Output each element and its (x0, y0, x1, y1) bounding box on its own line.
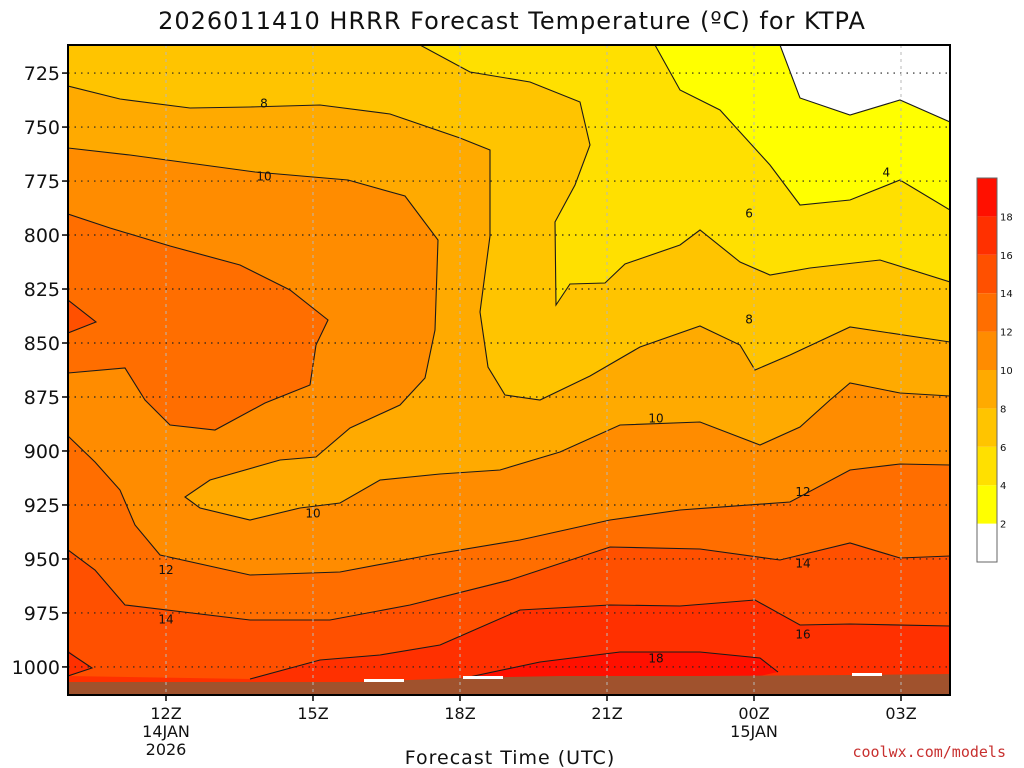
colorbar-swatch (977, 254, 997, 294)
colorbar-legend: 2 4 6 8 10 12 14 16 18 (976, 177, 1013, 563)
x-axis-label: Forecast Time (UTC) (405, 747, 615, 768)
contour-label-6: 6 (745, 206, 753, 220)
y-tick-label: 750 (24, 117, 60, 139)
contour-label-18: 18 (648, 651, 663, 665)
colorbar-label: 14 (1000, 289, 1013, 300)
x-tick-label: 03Z (885, 704, 916, 723)
contour-label-10: 10 (648, 412, 663, 426)
contour-label-12: 12 (795, 485, 810, 499)
colorbar-swatch (977, 523, 997, 562)
y-tick-label: 1000 (12, 657, 60, 679)
x-tick-date: 14JAN (142, 722, 190, 741)
y-tick-label: 800 (24, 225, 60, 247)
y-tick-label: 900 (24, 441, 60, 463)
colorbar-label: 2 (1000, 520, 1006, 531)
y-axis-ticks: 725 750 775 800 825 850 875 900 925 950 975 1000 (12, 63, 68, 679)
plot-frame (67, 44, 951, 696)
x-tick-label: 15Z (297, 704, 328, 723)
colorbar-swatch (977, 178, 997, 217)
chart-title: 2026011410 HRRR Forecast Temperature (ºC… (158, 7, 866, 35)
x-tick-year: 2026 (146, 740, 187, 759)
colorbar-swatch (977, 216, 997, 255)
colorbar-swatch (977, 446, 997, 486)
contour-label-10: 10 (305, 507, 320, 521)
ground-strip (68, 674, 950, 695)
colorbar-label: 10 (1000, 366, 1013, 377)
plot-area: 4 6 8 8 10 10 10 12 12 14 14 16 18 (68, 45, 950, 695)
contour-label-4: 4 (882, 165, 890, 179)
contour-label-10: 10 (256, 170, 271, 184)
ground-gap-2 (463, 676, 503, 679)
contour-label-14: 14 (795, 556, 810, 570)
y-tick-label: 975 (24, 603, 60, 625)
colorbar-label: 4 (1000, 481, 1006, 492)
contour-label-12: 12 (158, 563, 173, 577)
contour-label-8: 8 (260, 96, 268, 110)
colorbar-frame (976, 177, 998, 563)
colorbar-label: 8 (1000, 404, 1006, 415)
colorbar-label: 16 (1000, 251, 1013, 262)
colorbar-swatch (977, 370, 997, 409)
colorbar-swatch (977, 485, 997, 524)
x-tick-label: 12Z (150, 704, 181, 723)
colorbar-label: 18 (1000, 212, 1013, 223)
contour-label-16: 16 (795, 628, 810, 642)
y-tick-label: 725 (24, 63, 60, 85)
colorbar-label: 6 (1000, 443, 1006, 454)
colorbar-label: 12 (1000, 328, 1013, 339)
contour-label-8: 8 (745, 312, 753, 326)
pressure-gridlines (68, 72, 950, 668)
y-tick-label: 775 (24, 171, 60, 193)
y-tick-label: 925 (24, 495, 60, 517)
fill-6-8 (68, 45, 950, 400)
y-tick-label: 850 (24, 333, 60, 355)
y-tick-label: 875 (24, 387, 60, 409)
ground-gap-3 (852, 673, 882, 676)
colorbar-swatch (977, 408, 997, 447)
colorbar-swatch (977, 293, 997, 332)
x-tick-date: 15JAN (730, 722, 778, 741)
contour-label-14: 14 (158, 612, 173, 626)
time-gridlines (165, 45, 902, 695)
y-tick-label: 825 (24, 279, 60, 301)
contour-labels: 4 6 8 8 10 10 10 12 12 14 14 16 18 (158, 96, 890, 665)
fill-12-14-upper (68, 214, 328, 430)
x-tick-label: 21Z (591, 704, 622, 723)
credit-text: coolwx.com/models (852, 743, 1006, 761)
y-tick-label: 950 (24, 549, 60, 571)
x-tick-label: 00Z (738, 704, 769, 723)
ground-gap-1 (364, 679, 404, 682)
fill-8-10 (68, 86, 950, 520)
x-tick-label: 18Z (444, 704, 475, 723)
colorbar-swatch (977, 331, 997, 370)
contour-lines (68, 45, 950, 681)
